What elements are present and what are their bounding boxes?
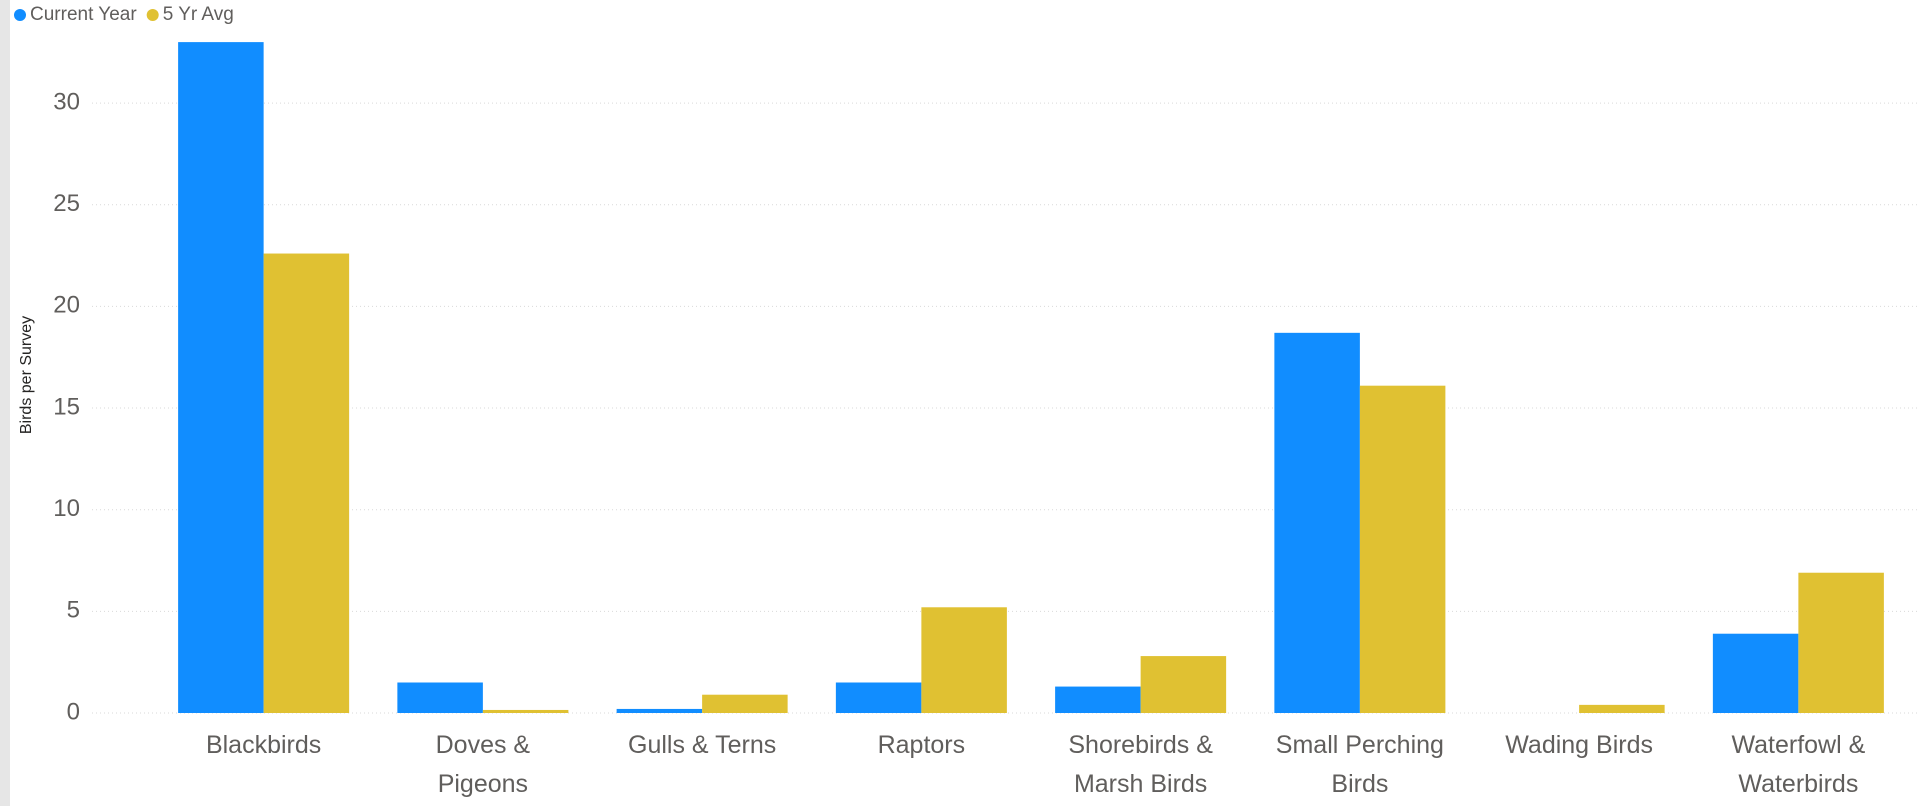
bar [263, 253, 350, 714]
legend-dot [146, 9, 159, 21]
y-tick-label: 10 [53, 495, 80, 522]
bar [702, 694, 788, 713]
bar [1579, 704, 1665, 713]
bar [616, 708, 703, 713]
bar [1055, 686, 1141, 713]
bar [482, 709, 569, 713]
y-tick-label: 30 [53, 88, 80, 115]
bar [1274, 332, 1360, 713]
x-tick-label: Waterfowl & Waterbirds [1731, 731, 1866, 798]
x-tick-label: Shorebirds & Marsh Birds [1068, 731, 1213, 798]
y-tick-label: 5 [67, 597, 80, 624]
bar [1140, 656, 1227, 713]
side-strip [0, 0, 10, 806]
x-tick-label: Small Perching Birds [1275, 731, 1444, 798]
bar [1798, 572, 1884, 713]
x-tick-label: Doves & Pigeons [435, 731, 531, 798]
bar [1359, 385, 1446, 713]
x-tick-label: Blackbirds [205, 731, 322, 759]
x-tick-label: Gulls & Terns [628, 731, 777, 759]
legend-label: Current Year [30, 4, 137, 25]
bar [178, 42, 264, 714]
bar [835, 682, 922, 713]
y-tick-label: 0 [67, 698, 80, 725]
x-tick-label: Wading Birds [1505, 731, 1653, 759]
bar [921, 607, 1007, 713]
y-tick-label: 20 [53, 292, 80, 319]
bar [1712, 633, 1799, 713]
x-tick-label: Raptors [877, 731, 966, 759]
y-tick-label: 25 [53, 190, 80, 217]
y-axis-title: Birds per Survey [18, 316, 35, 434]
bar [397, 682, 483, 713]
legend-label: 5 Yr Avg [163, 4, 234, 25]
y-tick-label: 15 [53, 393, 80, 420]
legend-dot [14, 9, 26, 21]
